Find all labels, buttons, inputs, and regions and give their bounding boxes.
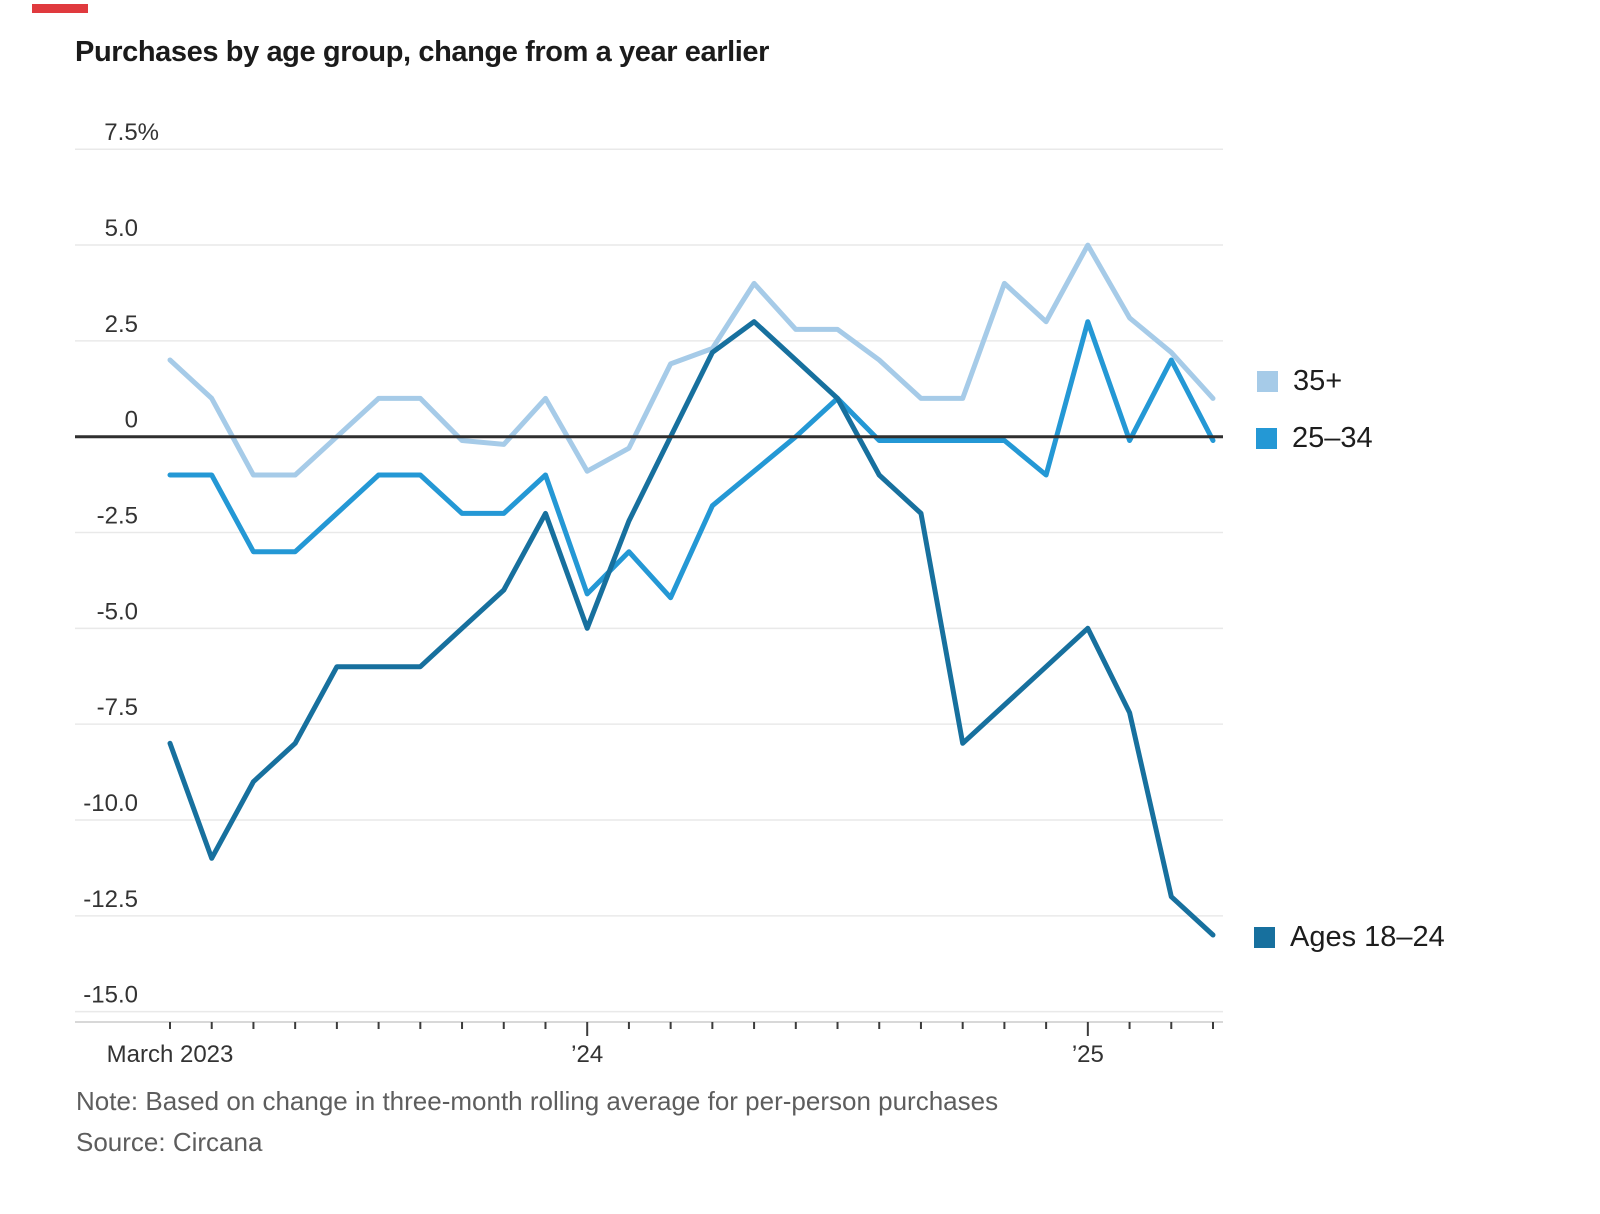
chart-title: Purchases by age group, change from a ye… — [75, 36, 770, 68]
y-axis-tick-label: 5.0 — [105, 215, 138, 242]
legend-swatch-25-34-icon — [1256, 427, 1277, 449]
legend-item-ages-18-24: Ages 18–24 — [1254, 920, 1445, 953]
y-axis-tick-label: 7.5% — [104, 119, 159, 146]
legend-item-35plus: 35+ — [1257, 364, 1343, 397]
chart-source: Source: Circana — [76, 1127, 263, 1157]
line-chart-plot-area: 7.5% 5.0 2.5 0 -2.5 -5.0 -7.5 -10.0 -12.5 -15.0 Ma… — [75, 119, 1223, 1068]
legend-label-25-34: 25–34 — [1292, 421, 1373, 454]
x-axis-tick-label: ’25 — [1072, 1041, 1104, 1068]
legend-label-ages-18-24: Ages 18–24 — [1290, 920, 1445, 953]
legend-label-35plus: 35+ — [1293, 364, 1343, 397]
y-axis-tick-label: -10.0 — [83, 790, 138, 817]
legend-swatch-35plus-icon — [1257, 370, 1278, 392]
series-line-25-34 — [167, 319, 1216, 601]
chart-note: Note: Based on change in three-month rol… — [76, 1086, 999, 1116]
x-axis-tick-label: ’24 — [571, 1041, 603, 1068]
y-axis-tick-label: -15.0 — [83, 982, 138, 1009]
y-axis-tick-label: 0 — [125, 407, 138, 434]
y-axis-tick-label: 2.5 — [105, 311, 138, 338]
x-axis-tick-label: March 2023 — [107, 1041, 234, 1068]
y-axis-tick-label: -2.5 — [97, 503, 138, 530]
legend-swatch-ages-18-24-icon — [1254, 926, 1275, 948]
y-axis-tick-label: -12.5 — [83, 886, 138, 913]
series-line-35+ — [167, 242, 1216, 478]
series-line-ages-18-24 — [167, 319, 1216, 938]
brand-accent-bar — [32, 4, 88, 13]
y-axis-tick-label: -7.5 — [97, 694, 138, 721]
legend-item-25-34: 25–34 — [1256, 421, 1373, 454]
y-axis-tick-label: -5.0 — [97, 598, 138, 625]
